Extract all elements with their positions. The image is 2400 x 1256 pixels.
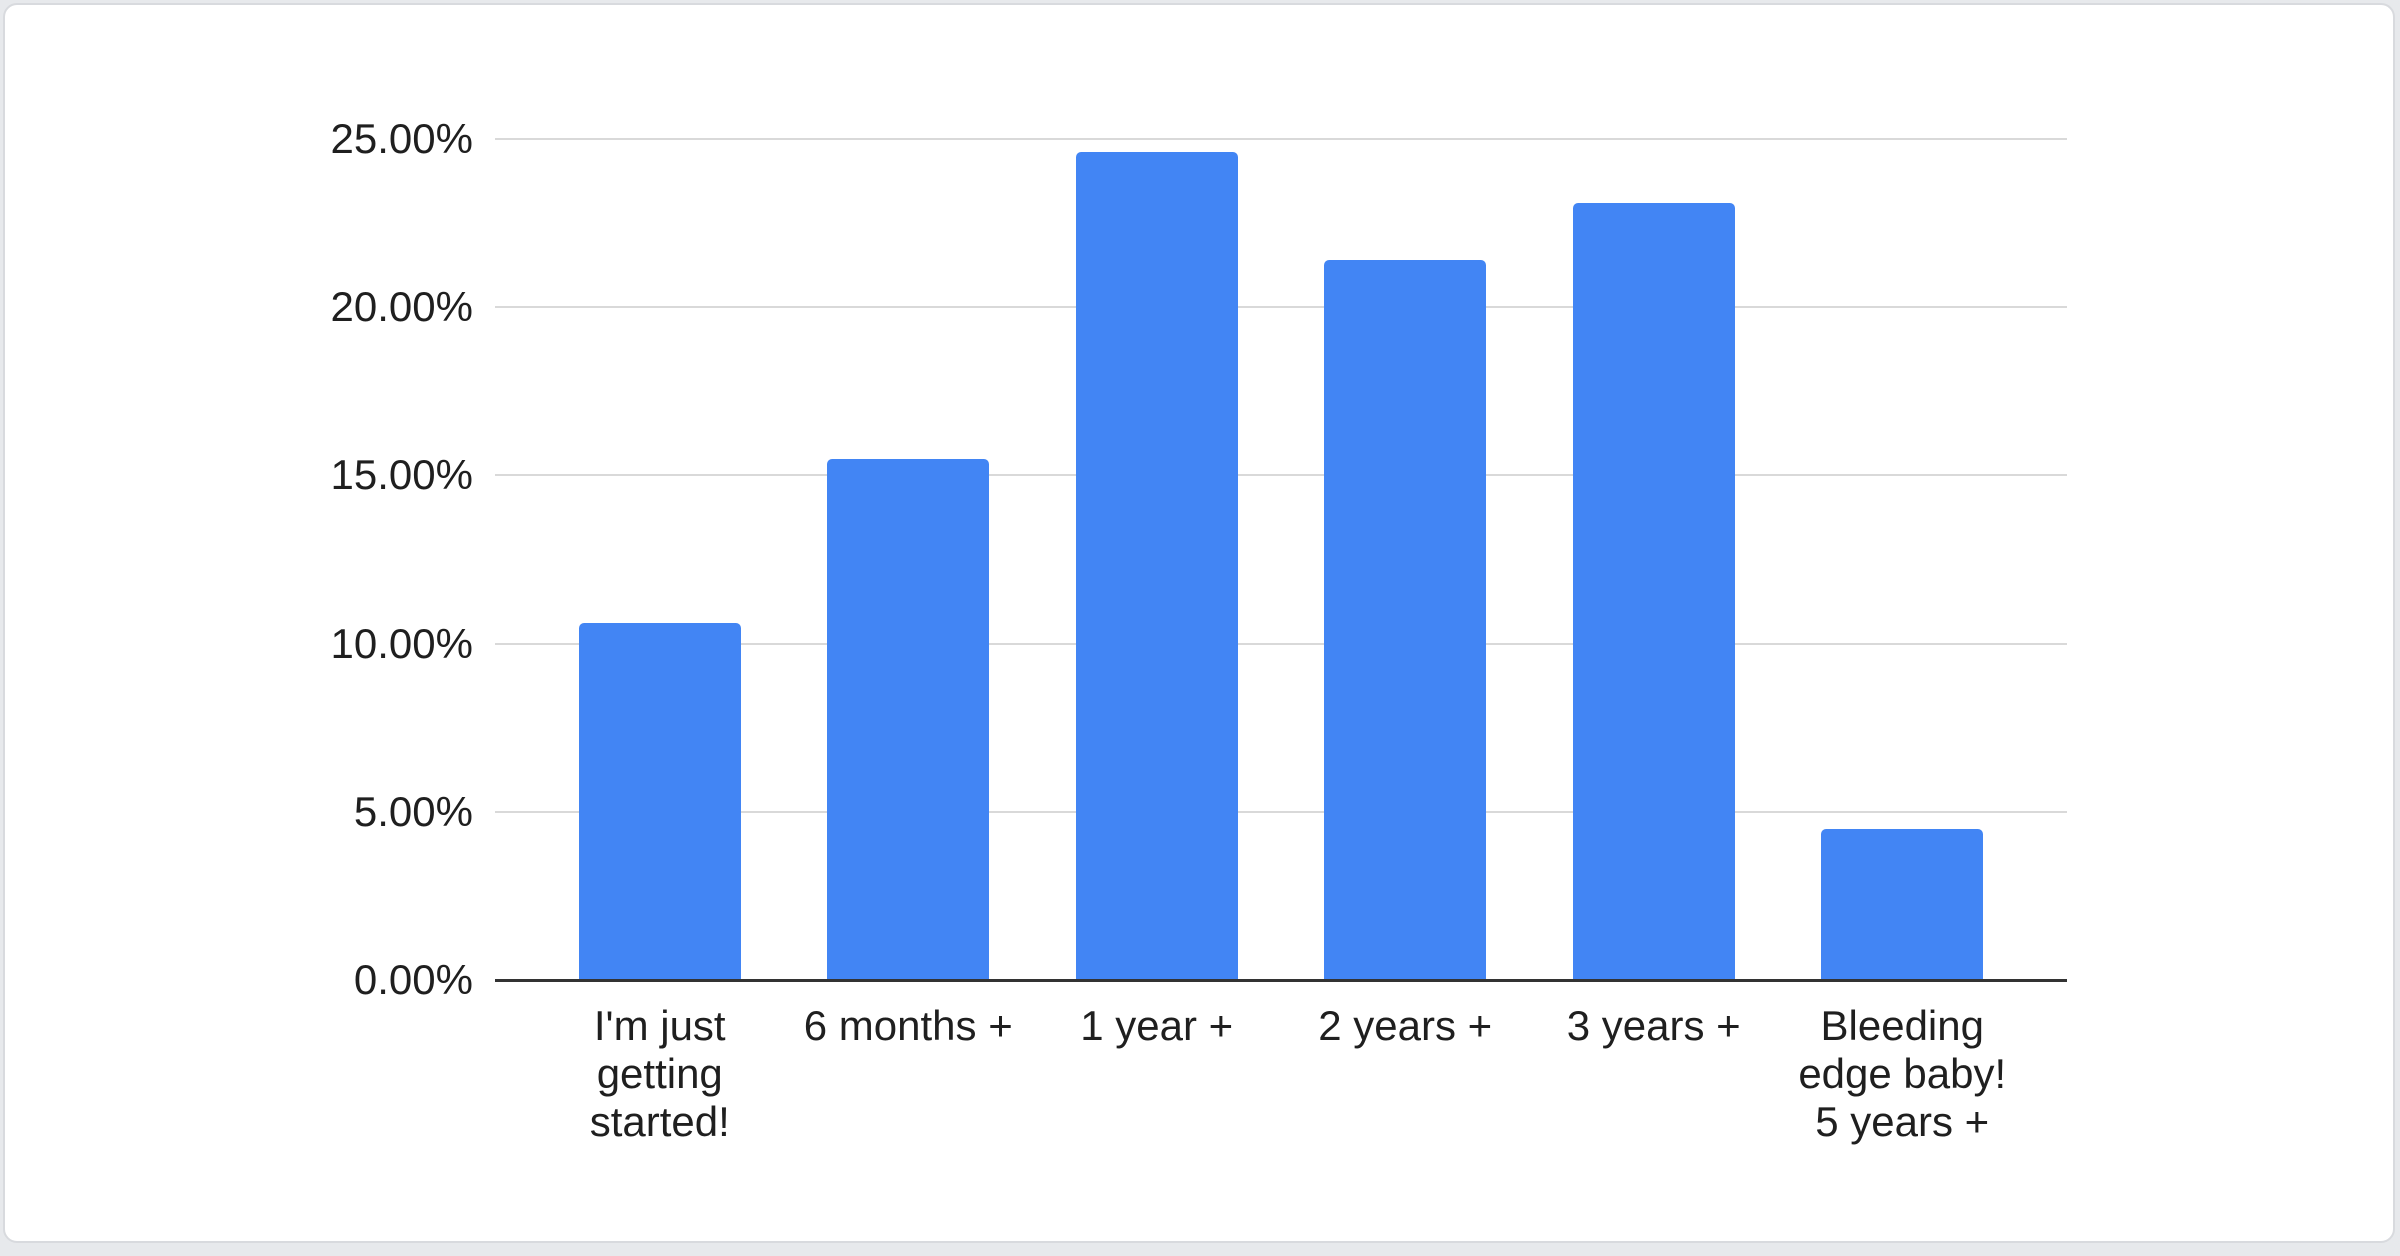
y-axis-tick-label: 10.00% (330, 619, 473, 667)
bar[interactable] (578, 623, 741, 980)
bar[interactable] (827, 458, 990, 980)
gridline (495, 306, 2067, 309)
x-axis-category-label: 3 years + (1566, 1002, 1741, 1049)
x-axis-category-label: 6 months + (803, 1002, 1013, 1049)
gridline (495, 642, 2067, 645)
x-axis-category-label: I'm just getting started! (589, 1002, 730, 1145)
x-axis-category-label: Bleeding edge baby! 5 years + (1798, 1002, 2007, 1145)
x-axis-category-label: 2 years + (1318, 1002, 1493, 1049)
bar[interactable] (1572, 202, 1735, 980)
y-axis-tick-label: 15.00% (330, 451, 473, 499)
y-axis-tick-label: 5.00% (353, 787, 473, 835)
y-axis-tick-label: 20.00% (330, 283, 473, 331)
x-axis-line (495, 978, 2067, 982)
y-axis-tick-label: 25.00% (330, 115, 473, 162)
y-axis-tick-label: 0.00% (353, 956, 473, 1003)
gridline (495, 810, 2067, 813)
bar[interactable] (1324, 260, 1487, 980)
gridline (495, 474, 2067, 477)
x-axis-category-label: 1 year + (1080, 1002, 1234, 1049)
gridline (495, 138, 2067, 140)
plot-area (495, 138, 2067, 982)
bar[interactable] (1075, 152, 1238, 980)
bar[interactable] (1821, 828, 1984, 980)
